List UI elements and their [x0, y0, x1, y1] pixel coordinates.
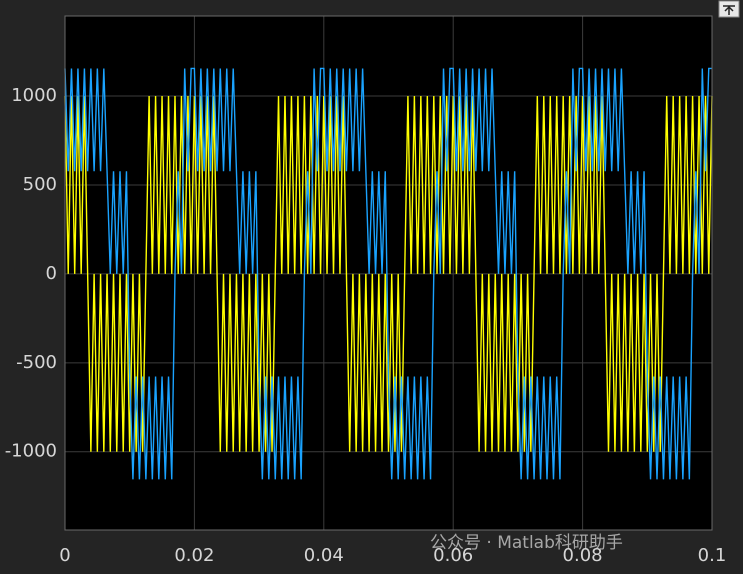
y-tick-label: -500 [16, 352, 57, 373]
series-line [64, 67, 712, 480]
x-tick-label: 0.06 [433, 545, 473, 566]
button-icon [723, 5, 735, 15]
plot-area [65, 16, 712, 530]
axes-box [64, 15, 713, 531]
x-tick-label: 0 [59, 545, 70, 566]
y-tick-label: 500 [23, 174, 57, 195]
lines [64, 67, 713, 480]
y-tick-label: 0 [46, 263, 57, 284]
restore-button[interactable] [718, 0, 740, 18]
y-tick-label: -1000 [5, 441, 57, 462]
series-line [64, 96, 713, 452]
x-tick-label: 0.04 [304, 545, 344, 566]
watermark: 公众号 · Matlab科研助手 [430, 533, 623, 553]
x-tick-label: 0.08 [563, 545, 603, 566]
x-tick-label: 0.1 [698, 545, 727, 566]
x-tick-label: 0.02 [174, 545, 214, 566]
y-tick-label: 1000 [11, 85, 57, 106]
